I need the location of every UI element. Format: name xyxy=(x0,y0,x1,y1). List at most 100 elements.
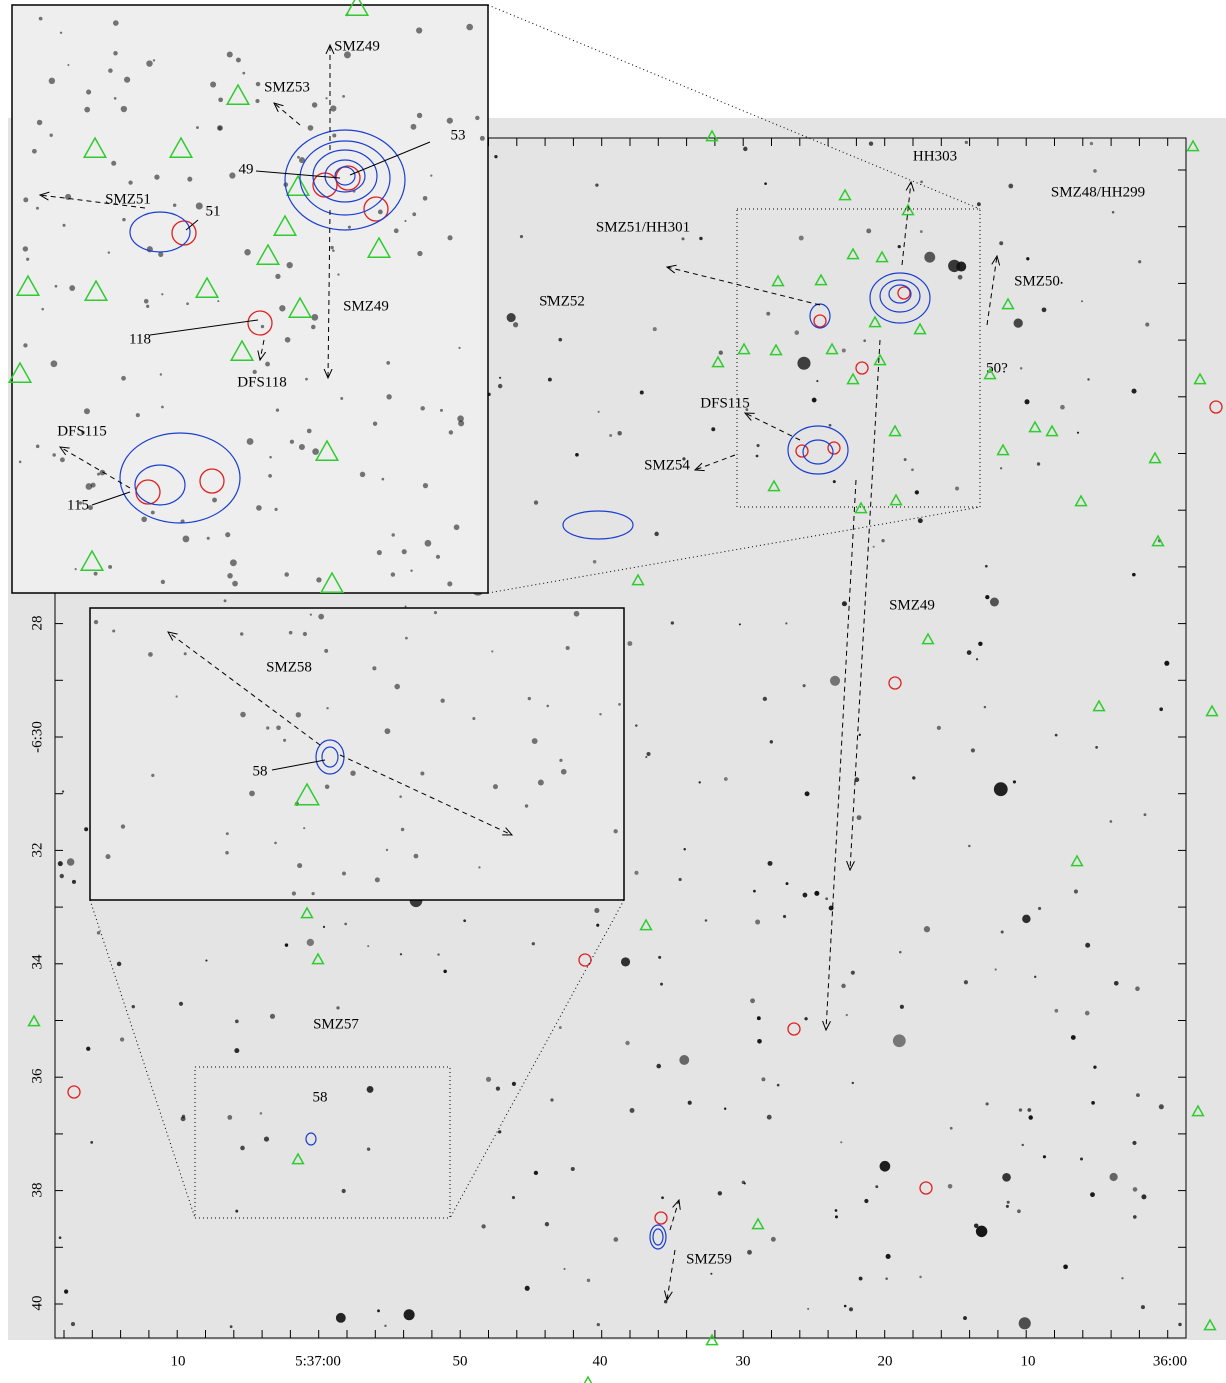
star xyxy=(1178,1323,1181,1326)
star xyxy=(124,77,130,83)
star xyxy=(229,172,235,178)
label: SMZ48/HH299 xyxy=(1051,184,1145,200)
star xyxy=(440,409,443,412)
star xyxy=(196,203,203,210)
star xyxy=(179,1002,183,1006)
star xyxy=(394,228,399,233)
star xyxy=(420,771,424,775)
star xyxy=(984,706,986,708)
star xyxy=(120,1037,124,1041)
star xyxy=(571,1167,575,1171)
star xyxy=(297,156,300,159)
star xyxy=(292,891,296,895)
star xyxy=(71,1322,75,1326)
x-tick-label: 36:00 xyxy=(1153,1353,1187,1369)
y-tick-label: 36 xyxy=(29,1068,45,1084)
star xyxy=(886,1254,891,1259)
star xyxy=(377,1309,380,1312)
star xyxy=(218,126,222,130)
y-tick-label: 32 xyxy=(29,843,45,858)
y-tick-label: -6:30 xyxy=(29,721,45,753)
star xyxy=(656,1064,661,1069)
star xyxy=(340,397,343,400)
star xyxy=(767,1115,772,1120)
star xyxy=(968,845,970,847)
star xyxy=(978,642,982,646)
star xyxy=(499,377,501,379)
star xyxy=(160,373,162,375)
star xyxy=(121,106,127,112)
star xyxy=(32,149,37,154)
label: DFS115 xyxy=(700,395,749,411)
star xyxy=(344,923,347,926)
star xyxy=(744,1182,746,1184)
star xyxy=(225,532,230,537)
star xyxy=(1026,257,1029,260)
star xyxy=(342,1189,346,1193)
x-tick-label: 30 xyxy=(736,1353,751,1369)
star xyxy=(311,314,318,321)
x-tick-label: 10 xyxy=(1021,1353,1036,1369)
star xyxy=(417,113,422,118)
star xyxy=(441,699,445,703)
star xyxy=(184,652,187,655)
star xyxy=(1071,1035,1076,1040)
star xyxy=(332,133,336,137)
star xyxy=(207,537,210,540)
star xyxy=(1132,389,1137,394)
star xyxy=(303,632,307,636)
star xyxy=(1093,169,1097,173)
star xyxy=(1164,661,1169,666)
star xyxy=(563,1268,565,1270)
star xyxy=(382,478,385,481)
star xyxy=(384,1325,386,1327)
x-tick-label: 5:37:00 xyxy=(295,1353,341,1369)
star xyxy=(967,650,972,655)
y-tick-label: 38 xyxy=(29,1183,45,1198)
star xyxy=(255,99,259,103)
star xyxy=(350,771,355,776)
star xyxy=(525,1286,530,1291)
star xyxy=(430,175,432,177)
star xyxy=(308,125,314,131)
star xyxy=(911,468,914,471)
label: 118 xyxy=(129,331,151,347)
inset-bottom xyxy=(90,608,624,900)
star xyxy=(260,1112,263,1115)
star xyxy=(136,413,140,417)
star xyxy=(113,20,119,26)
star xyxy=(777,1084,780,1087)
star xyxy=(480,136,485,141)
star xyxy=(924,926,930,932)
star xyxy=(753,890,756,893)
star xyxy=(1091,1101,1095,1105)
star xyxy=(491,650,493,652)
star xyxy=(269,456,272,459)
star xyxy=(597,1323,600,1326)
star xyxy=(1013,780,1016,783)
star xyxy=(558,338,562,342)
star xyxy=(141,516,147,522)
star xyxy=(1043,1155,1046,1158)
star xyxy=(574,611,580,617)
star xyxy=(1038,907,1041,910)
star xyxy=(187,177,192,182)
label: 53 xyxy=(451,127,466,143)
star xyxy=(52,453,55,456)
star xyxy=(60,32,62,34)
star xyxy=(454,524,460,530)
star xyxy=(337,273,339,275)
label: SMZ51 xyxy=(105,191,151,207)
star xyxy=(512,1196,515,1199)
star xyxy=(1110,1173,1118,1181)
star xyxy=(816,380,818,382)
star xyxy=(240,712,246,718)
star xyxy=(60,874,64,878)
star xyxy=(1074,889,1078,893)
star xyxy=(864,1199,868,1203)
star xyxy=(803,684,806,687)
star xyxy=(646,752,650,756)
x-tick-label: 40 xyxy=(593,1353,608,1369)
star xyxy=(386,849,388,851)
star xyxy=(475,116,479,120)
